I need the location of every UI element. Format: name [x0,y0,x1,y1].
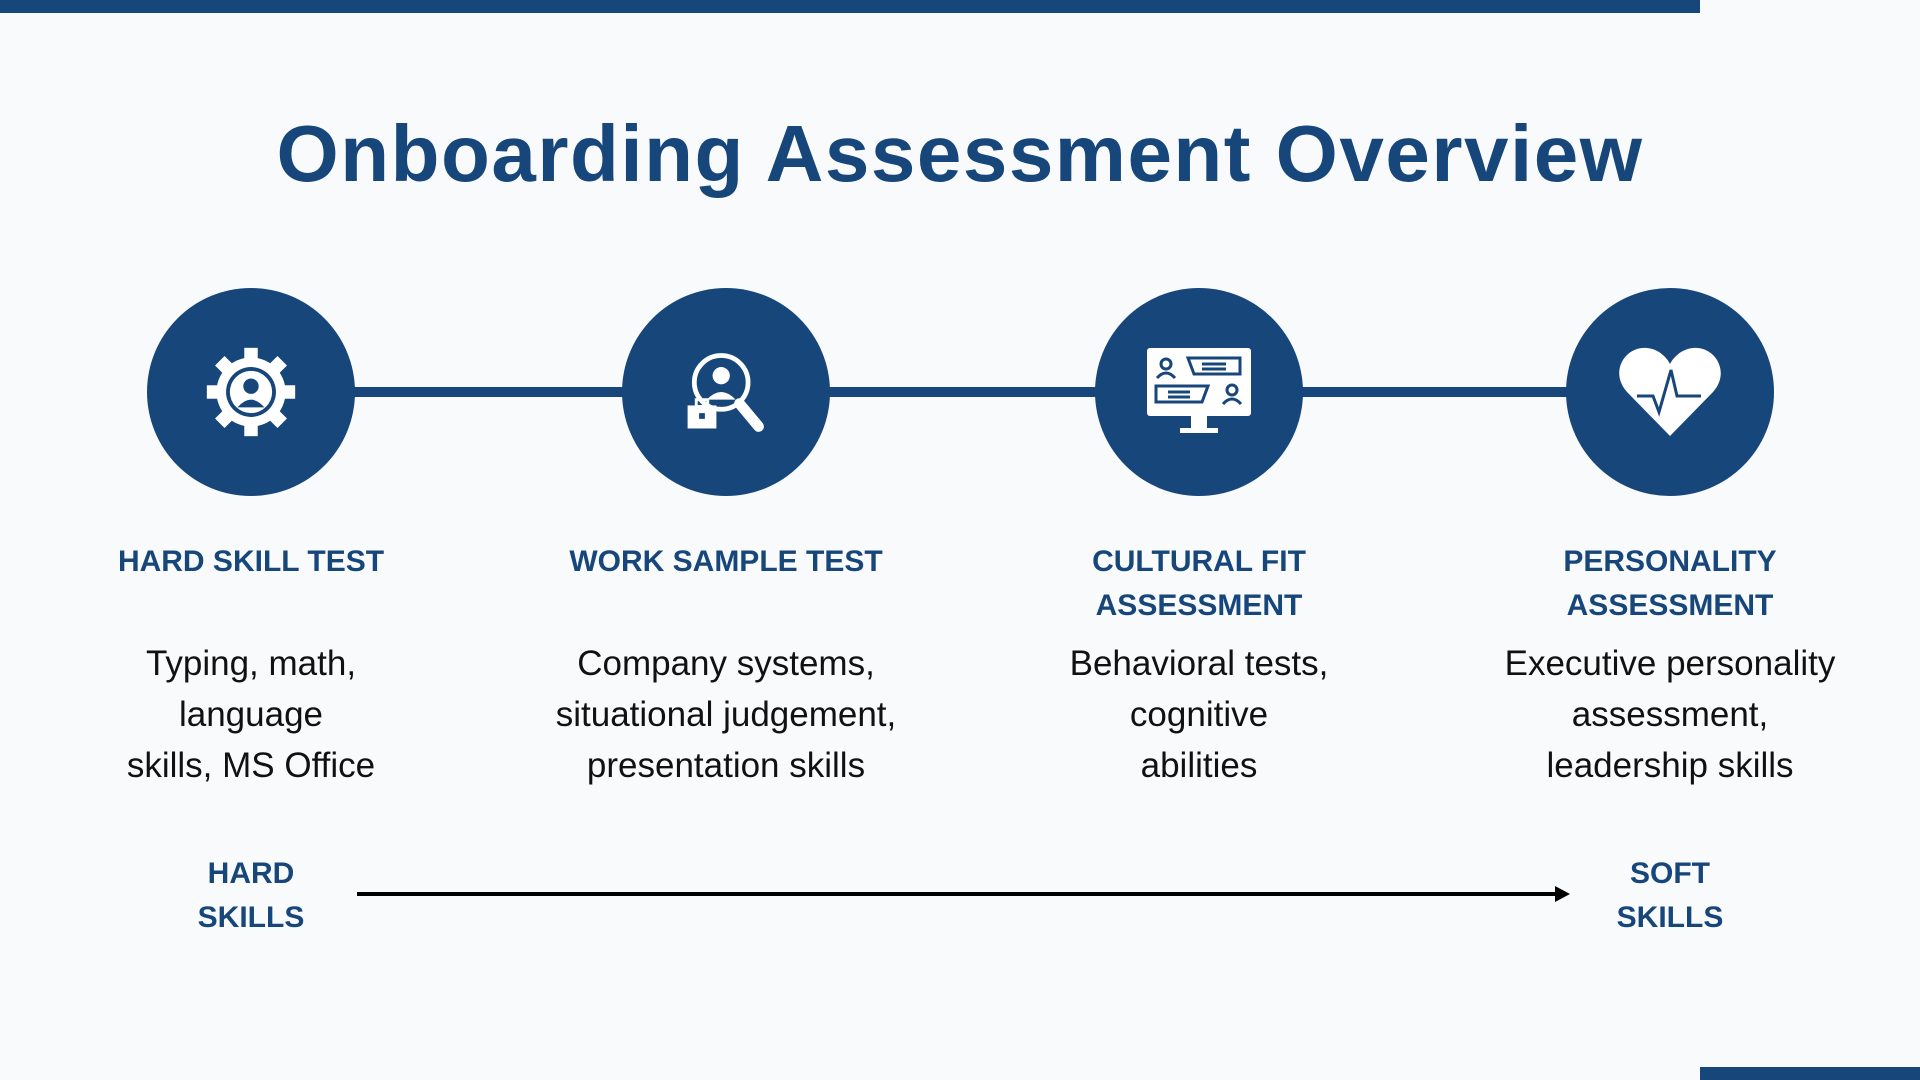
step-3-circle [1095,288,1303,496]
magnifier-person-briefcase-icon [687,353,764,432]
hard-to-soft-arrow [357,886,1570,902]
step-2-label: WORK SAMPLE TEST [569,545,883,578]
bottom-accent-bar [1700,1067,1920,1080]
step-1-label: HARD SKILL TEST [117,545,385,578]
step-3-label: CULTURAL FIT ASSESSMENT [1092,545,1306,622]
heart-pulse-icon [1619,347,1721,436]
scale-end-label: SOFT SKILLS [1616,857,1724,934]
step-2-description: Company systems, situational judgement, … [555,644,897,785]
top-accent-bar [0,0,1700,13]
monitor-chat-icon [1147,348,1251,433]
step-3-description: Behavioral tests, cognitive abilities [1069,644,1329,785]
gear-person-icon [206,347,296,437]
step-1-description: Typing, math, language skills, MS Office [126,644,376,785]
timeline-connector [251,387,1670,397]
step-4-description: Executive personality assessment, leader… [1504,644,1836,785]
page-title: Onboarding Assessment Overview [276,109,1644,198]
step-2-circle [622,288,830,496]
step-1-circle [147,288,355,496]
step-4-label: PERSONALITY ASSESSMENT [1563,545,1777,622]
step-4-circle [1566,288,1774,496]
scale-start-label: HARD SKILLS [197,857,305,934]
